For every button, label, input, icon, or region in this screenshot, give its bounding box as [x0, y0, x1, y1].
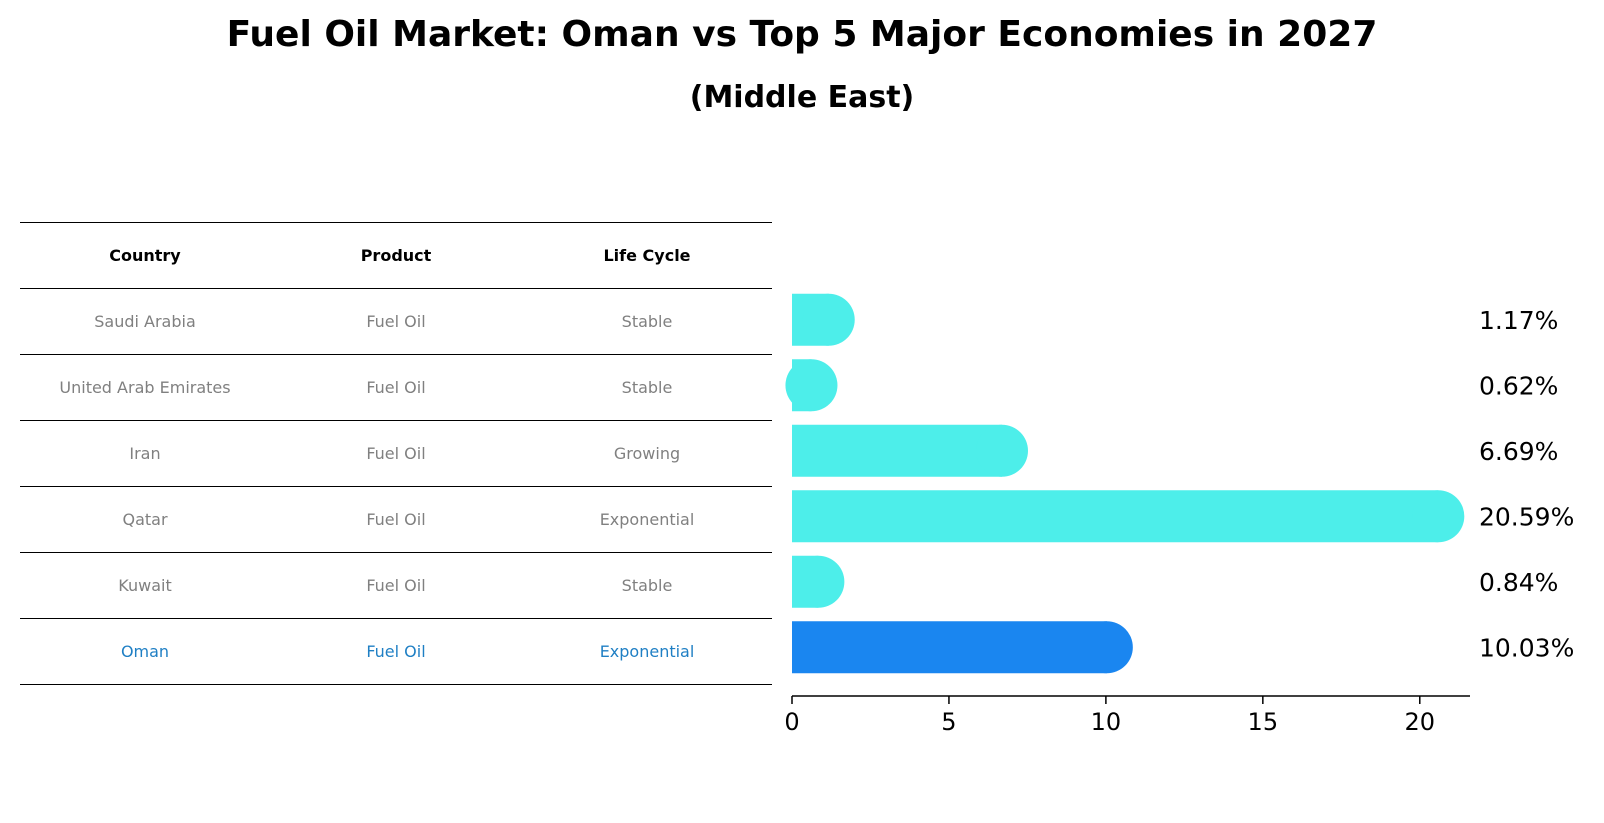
bar-highlighted: [792, 621, 1133, 674]
cell-product: Fuel Oil: [366, 378, 426, 397]
cell-country: Oman: [120, 642, 170, 661]
chart-title: Fuel Oil Market: Oman vs Top 5 Major Eco…: [226, 14, 1378, 55]
cell-product: Fuel Oil: [366, 312, 426, 331]
bar: [792, 293, 855, 346]
bar-value-label: 0.62%: [1479, 371, 1558, 400]
cell-country: United Arab Emirates: [59, 378, 231, 397]
x-tick-label: 5: [941, 708, 956, 736]
x-tick-label: 15: [1248, 708, 1279, 736]
bar: [785, 359, 838, 412]
cell-product: Fuel Oil: [366, 576, 426, 595]
cell-country: Qatar: [122, 510, 168, 529]
data-table: Country Product Life Cycle Saudi Arabia …: [20, 222, 772, 685]
bar: [792, 490, 1465, 543]
cell-product: Fuel Oil: [366, 444, 426, 463]
table-header-row: Country Product Life Cycle: [20, 222, 772, 288]
bar-value-label: 6.69%: [1479, 437, 1558, 466]
x-tick-label: 10: [1091, 708, 1122, 736]
header-country: Country: [109, 246, 181, 265]
bar-value-label: 1.17%: [1479, 306, 1558, 335]
table-row: United Arab Emirates Fuel Oil Stable: [20, 354, 772, 420]
cell-life-cycle: Stable: [621, 576, 673, 595]
chart-subtitle: (Middle East): [689, 80, 915, 115]
bar: [792, 555, 845, 608]
table-row: Kuwait Fuel Oil Stable: [20, 552, 772, 618]
cell-life-cycle: Growing: [613, 444, 681, 463]
bar-value-label: 20.59%: [1479, 502, 1574, 531]
cell-life-cycle: Stable: [621, 312, 673, 331]
bar: [792, 424, 1028, 477]
table-row-highlighted: Oman Fuel Oil Exponential: [20, 618, 772, 685]
x-tick-label: 20: [1405, 708, 1436, 736]
bar-value-label: 10.03%: [1479, 633, 1574, 662]
cell-country: Iran: [129, 444, 161, 463]
header-life-cycle: Life Cycle: [603, 246, 691, 265]
table-row: Qatar Fuel Oil Exponential: [20, 486, 772, 552]
table-row: Iran Fuel Oil Growing: [20, 420, 772, 486]
x-tick-label: 0: [784, 708, 799, 736]
cell-product: Fuel Oil: [366, 642, 426, 661]
cell-country: Saudi Arabia: [94, 312, 196, 331]
cell-country: Kuwait: [118, 576, 172, 595]
table-row: Saudi Arabia Fuel Oil Stable: [20, 288, 772, 354]
cell-life-cycle: Exponential: [599, 510, 695, 529]
header-product: Product: [360, 246, 432, 265]
bar-value-label: 0.84%: [1479, 568, 1558, 597]
cell-product: Fuel Oil: [366, 510, 426, 529]
cell-life-cycle: Stable: [621, 378, 673, 397]
cell-life-cycle: Exponential: [599, 642, 695, 661]
